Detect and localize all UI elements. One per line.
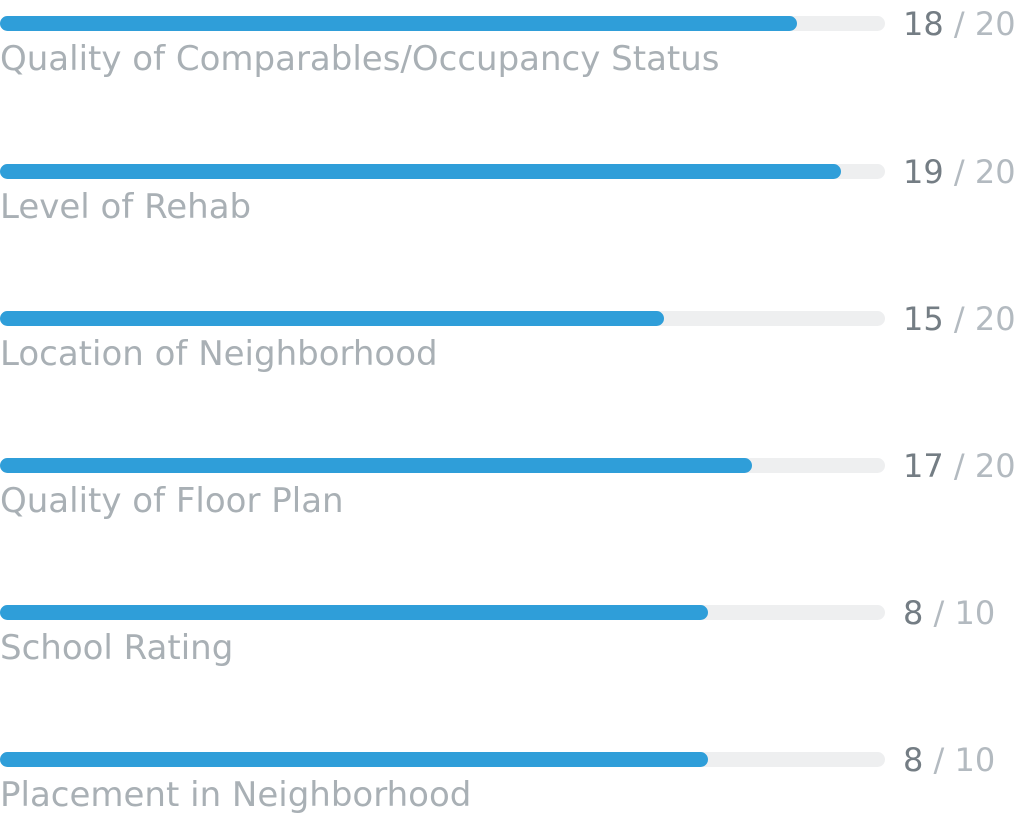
score-label: Placement in Neighborhood	[0, 775, 472, 815]
score-max: 10	[954, 741, 996, 779]
score-label: Location of Neighborhood	[0, 334, 438, 374]
score-item-floor-plan: 17 / 20 Quality of Floor Plan	[0, 447, 1020, 529]
score-display: 18 / 20	[903, 2, 1016, 46]
progress-fill	[0, 311, 664, 326]
score-item-school-rating: 8 / 10 School Rating	[0, 594, 1020, 676]
score-value: 18	[903, 5, 944, 43]
score-separator: /	[933, 741, 945, 779]
score-item-neighborhood-location: 15 / 20 Location of Neighborhood	[0, 300, 1020, 382]
progress-track	[0, 16, 885, 31]
progress-track	[0, 605, 885, 620]
score-label: Quality of Comparables/Occupancy Status	[0, 39, 720, 79]
score-display: 17 / 20	[903, 444, 1016, 488]
score-value: 8	[903, 741, 924, 779]
score-separator: /	[953, 153, 965, 191]
score-label: School Rating	[0, 628, 234, 668]
score-value: 8	[903, 594, 924, 632]
score-value: 19	[903, 153, 944, 191]
score-separator: /	[953, 447, 965, 485]
score-label: Quality of Floor Plan	[0, 481, 344, 521]
score-separator: /	[933, 594, 945, 632]
score-max: 20	[974, 447, 1016, 485]
score-display: 8 / 10	[903, 591, 995, 635]
progress-track	[0, 752, 885, 767]
progress-track	[0, 311, 885, 326]
progress-fill	[0, 752, 708, 767]
progress-track	[0, 164, 885, 179]
score-max: 20	[974, 5, 1016, 43]
progress-fill	[0, 16, 797, 31]
score-display: 15 / 20	[903, 297, 1016, 341]
score-label: Level of Rehab	[0, 187, 252, 227]
score-value: 15	[903, 300, 944, 338]
score-display: 8 / 10	[903, 738, 995, 782]
progress-fill	[0, 458, 753, 473]
score-max: 20	[974, 300, 1016, 338]
score-separator: /	[953, 300, 965, 338]
score-item-rehab: 19 / 20 Level of Rehab	[0, 153, 1020, 235]
score-value: 17	[903, 447, 944, 485]
score-separator: /	[953, 5, 965, 43]
progress-fill	[0, 605, 708, 620]
score-item-comparables: 18 / 20 Quality of Comparables/Occupancy…	[0, 5, 1020, 87]
progress-track	[0, 458, 885, 473]
score-max: 20	[974, 153, 1016, 191]
score-item-neighborhood-placement: 8 / 10 Placement in Neighborhood	[0, 741, 1020, 823]
score-display: 19 / 20	[903, 150, 1016, 194]
progress-fill	[0, 164, 841, 179]
score-max: 10	[954, 594, 996, 632]
